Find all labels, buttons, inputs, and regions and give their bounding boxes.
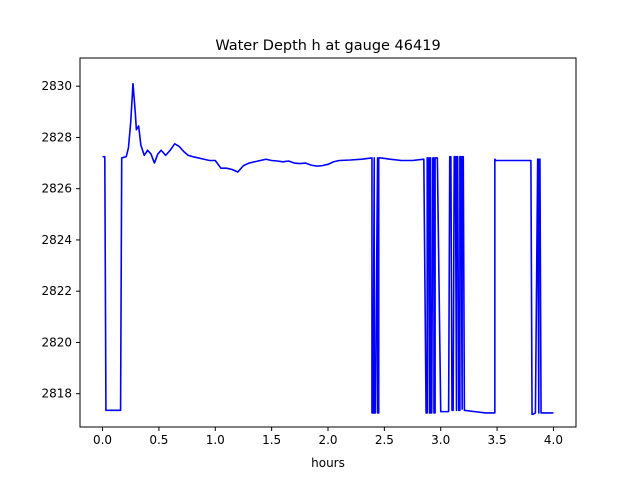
plot-frame [79,57,577,428]
y-tick-label: 2820 [41,335,72,349]
y-tick-label: 2822 [41,284,72,298]
x-tick-label: 1.5 [262,433,281,447]
x-tick-label: 3.0 [431,433,450,447]
x-tick-label: 0.5 [149,433,168,447]
x-tick-label: 1.0 [206,433,225,447]
x-axis-ticks: 0.0 0.5 1.0 1.5 2.0 2.5 3.0 3.5 4.0 [93,427,563,447]
y-axis-ticks: 2818 2820 2822 2824 2826 2828 2830 [41,79,80,401]
series-line-0 [102,82,554,415]
y-tick-label: 2826 [41,182,72,196]
plot-area [102,82,554,415]
x-tick-label: 2.0 [318,433,337,447]
x-tick-label: 0.0 [93,433,112,447]
chart-title: Water Depth h at gauge 46419 [215,38,440,54]
y-tick-label: 2828 [41,130,72,144]
y-tick-label: 2818 [41,387,72,401]
x-axis-label: hours [311,456,345,470]
x-tick-label: 4.0 [544,433,563,447]
y-tick-label: 2824 [41,233,72,247]
x-tick-label: 3.5 [488,433,507,447]
y-tick-label: 2830 [41,79,72,93]
x-tick-label: 2.5 [375,433,394,447]
